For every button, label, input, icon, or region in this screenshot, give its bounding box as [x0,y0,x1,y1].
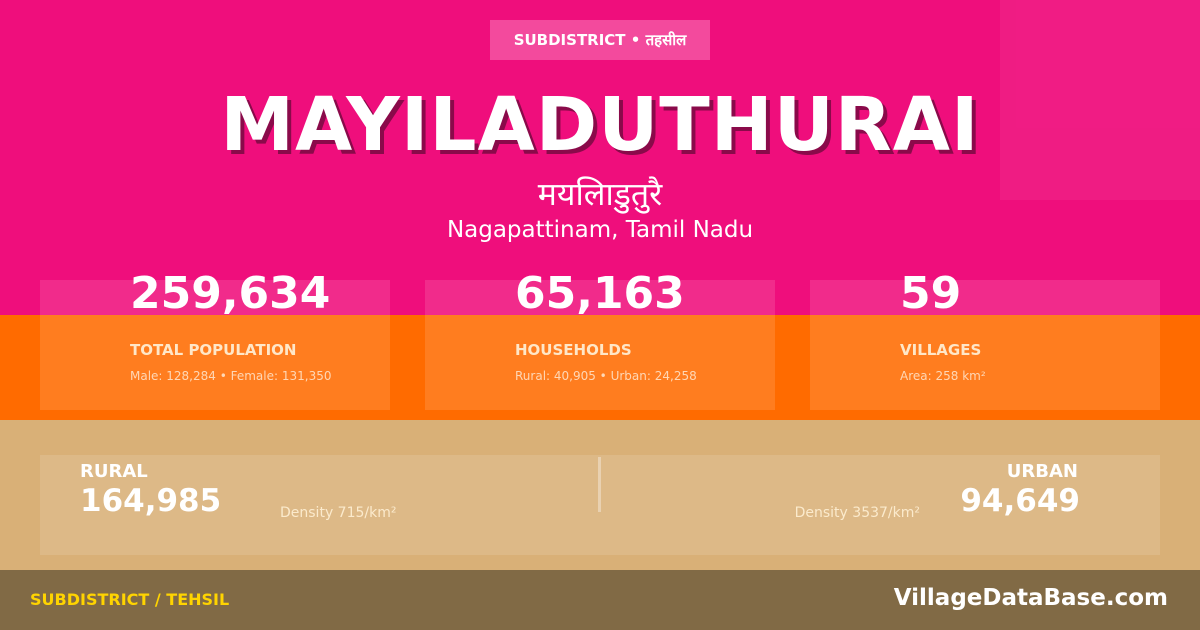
rural-density: Density 715/km² [280,505,397,521]
stat-value: 259,634 [130,268,331,319]
rural-urban-panel: RURAL 164,985 Density 715/km² Density 35… [40,455,1160,555]
stat-value: 65,163 [515,268,685,319]
footer-category: SUBDISTRICT / TEHSIL [30,590,230,609]
stat-sub: Male: 128,284 • Female: 131,350 [130,369,332,383]
lower-band [0,420,1200,570]
rural-value: 164,985 [80,483,222,519]
stat-sub: Area: 258 km² [900,369,986,383]
divider [598,457,601,512]
decorative-square [1000,0,1200,200]
title-hindi: मयलिाडुतुरै [537,175,663,213]
site-logo-text: VillageDataBase.com [893,585,1168,611]
stat-villages: 59 VILLAGES Area: 258 km² [810,268,1160,410]
urban-label: URBAN [1006,461,1078,482]
stat-households: 65,163 HOUSEHOLDS Rural: 40,905 • Urban:… [425,268,775,410]
rural-label: RURAL [80,461,148,482]
stat-label: HOUSEHOLDS [515,341,632,359]
location: Nagapattinam, Tamil Nadu [446,217,754,243]
stat-label: TOTAL POPULATION [130,341,297,359]
stat-value: 59 [900,268,962,319]
footer-band [0,570,1200,630]
top-band [0,0,1200,315]
stat-total-population: 259,634 TOTAL POPULATION Male: 128,284 •… [40,268,390,410]
stat-sub: Rural: 40,905 • Urban: 24,258 [515,369,697,383]
middle-band [0,315,1200,420]
stat-label: VILLAGES [900,341,982,359]
urban-density: Density 3537/km² [794,505,920,521]
urban-value: 94,649 [960,483,1080,519]
type-badge: SUBDISTRICT • तहसील [490,20,710,60]
page-title: MAYILADUTHURAI [220,82,980,168]
